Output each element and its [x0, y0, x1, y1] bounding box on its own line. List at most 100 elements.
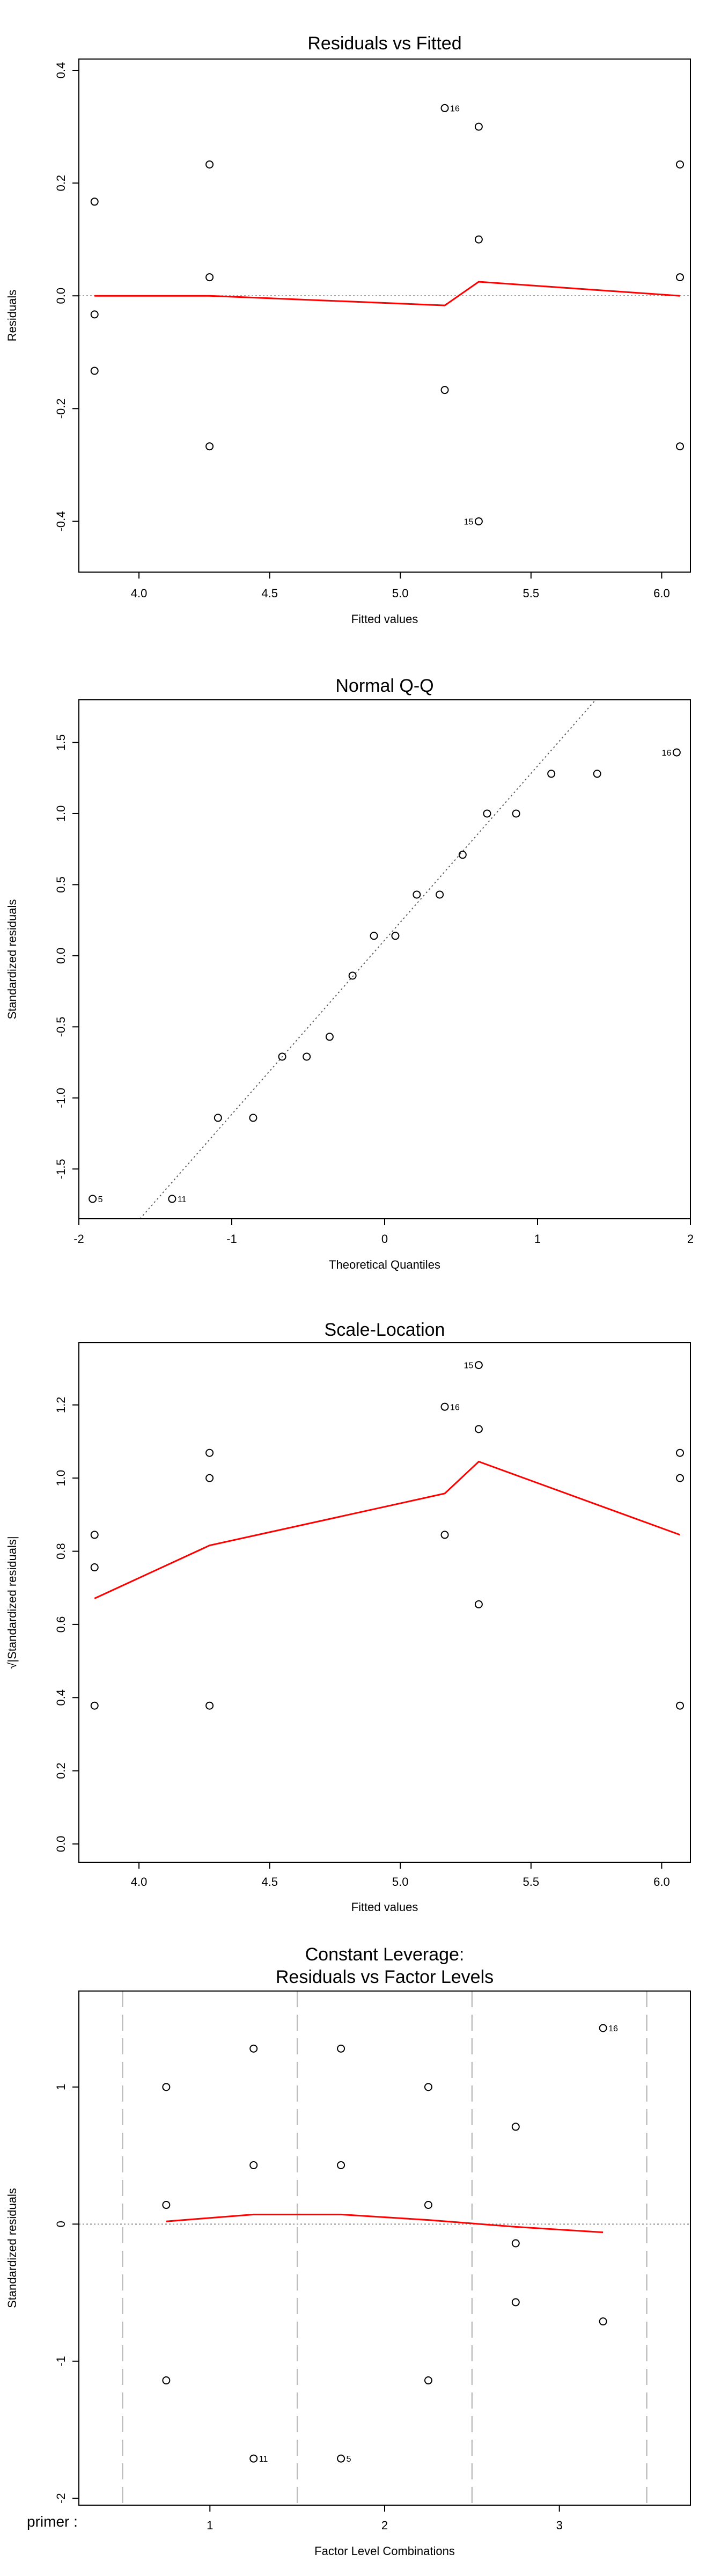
- chart-panel-3: Scale-Location Fitted values √|Standardize…: [5, 1320, 691, 1914]
- plot-frame: [78, 1342, 691, 1863]
- y-tick-label: 0.5: [54, 876, 68, 893]
- data-point: [676, 442, 685, 451]
- point-label: 5: [347, 2455, 351, 2464]
- y-tick-label: 1.0: [54, 806, 68, 822]
- data-point: [162, 2376, 171, 2385]
- data-point: [424, 2376, 432, 2385]
- data-point: [413, 890, 421, 899]
- data-point: [90, 1531, 99, 1539]
- data-point: [440, 386, 449, 394]
- data-point: [90, 310, 99, 319]
- smooth-line: [94, 281, 680, 306]
- data-point: [90, 1701, 99, 1710]
- x-tick-label: 6.0: [653, 587, 670, 600]
- data-point: [348, 971, 357, 980]
- data-point: [483, 809, 491, 818]
- y-tick-label: 0.8: [54, 1543, 68, 1560]
- data-point: [593, 770, 601, 778]
- data-point: [436, 890, 444, 899]
- data-point: [370, 932, 378, 940]
- data-point: [205, 442, 214, 451]
- point-label: 16: [608, 2024, 618, 2033]
- smooth-line: [94, 1460, 681, 1599]
- data-point: [599, 2024, 607, 2032]
- chart-panel-4: Constant Leverage:Residuals vs Factor Le…: [5, 1944, 691, 2558]
- data-point: [168, 1195, 176, 1203]
- y-tick-label: 1.5: [54, 734, 68, 751]
- y-tick-label: 0: [54, 2221, 68, 2227]
- y-tick-label: -0.2: [54, 398, 68, 419]
- data-point: [474, 517, 483, 525]
- data-point: [278, 1052, 286, 1061]
- point-label: 15: [464, 1362, 474, 1371]
- data-point: [676, 1474, 685, 1482]
- data-point: [205, 160, 214, 169]
- data-point: [547, 770, 556, 778]
- data-point: [337, 2044, 345, 2053]
- smooth-line: [166, 2213, 604, 2234]
- plot-area: 11 5 16: [79, 1991, 690, 2505]
- plot-area: 5 11 16: [89, 700, 681, 1219]
- data-point: [672, 748, 681, 757]
- y-tick-label: 0.0: [54, 288, 68, 304]
- data-point: [511, 2298, 520, 2307]
- qq-reference-line: [139, 700, 596, 1219]
- x-tick-label: 4.5: [261, 1875, 278, 1889]
- x-tick-label: -2: [73, 1232, 84, 1246]
- data-point: [89, 1195, 97, 1203]
- point-label: 11: [259, 2455, 268, 2464]
- data-point: [474, 1425, 483, 1433]
- x-axis-label: Theoretical Quantiles: [329, 1258, 440, 1271]
- point-label: 16: [662, 749, 672, 758]
- point-label: 16: [450, 104, 460, 113]
- data-point: [205, 273, 214, 282]
- y-tick-label: -2: [54, 2493, 68, 2504]
- y-axis-label: Standardized residuals: [5, 2188, 19, 2308]
- data-point: [249, 2044, 258, 2053]
- y-tick-label: 0.0: [54, 1836, 68, 1853]
- data-point: [249, 1114, 258, 1122]
- plot-frame: [78, 1990, 691, 2506]
- data-point: [162, 2083, 171, 2091]
- x-tick-label: 5.5: [523, 587, 540, 600]
- data-point: [676, 1448, 685, 1457]
- data-point: [676, 160, 685, 169]
- point-label: 16: [450, 1403, 460, 1412]
- x-tick-label: 6.0: [653, 1875, 670, 1889]
- x-axis-label: Fitted values: [351, 1900, 418, 1914]
- y-axis-label: Standardized residuals: [5, 899, 19, 1020]
- y-tick-label: 0.4: [54, 1689, 68, 1706]
- data-point: [676, 1701, 685, 1710]
- data-point: [249, 2454, 258, 2463]
- data-point: [337, 2454, 345, 2463]
- data-point: [474, 122, 483, 131]
- y-tick-label: 0.2: [54, 1762, 68, 1779]
- data-point: [599, 2317, 607, 2326]
- chart-title: Normal Q-Q: [335, 676, 433, 696]
- data-point: [511, 2239, 520, 2248]
- x-tick-label: 5.0: [392, 1875, 409, 1889]
- y-tick-label: 1.2: [54, 1397, 68, 1414]
- data-point: [458, 851, 467, 859]
- plot-frame: [78, 699, 691, 1219]
- x-tick-label: 4.5: [261, 587, 278, 600]
- data-point: [474, 235, 483, 244]
- y-tick-label: -0.5: [54, 1016, 68, 1037]
- data-point: [337, 2161, 345, 2169]
- x-tick-label: 5.5: [523, 1875, 540, 1889]
- data-point: [90, 197, 99, 206]
- data-point: [440, 1402, 449, 1411]
- chart-panel-1: Residuals vs Fitted Fitted values Residual…: [5, 33, 691, 626]
- chart-title: Residuals vs Fitted: [307, 33, 461, 54]
- x-tick-label: 1: [534, 1232, 541, 1246]
- data-point: [511, 2123, 520, 2131]
- y-tick-label: 0.6: [54, 1616, 68, 1633]
- x-tick-label: 1: [207, 2519, 213, 2532]
- point-label: 15: [464, 517, 474, 526]
- data-point: [474, 1600, 483, 1608]
- data-point: [205, 1701, 214, 1710]
- y-axis-label: √|Standardized residuals|: [5, 1536, 19, 1668]
- y-tick-label: -0.4: [54, 511, 68, 531]
